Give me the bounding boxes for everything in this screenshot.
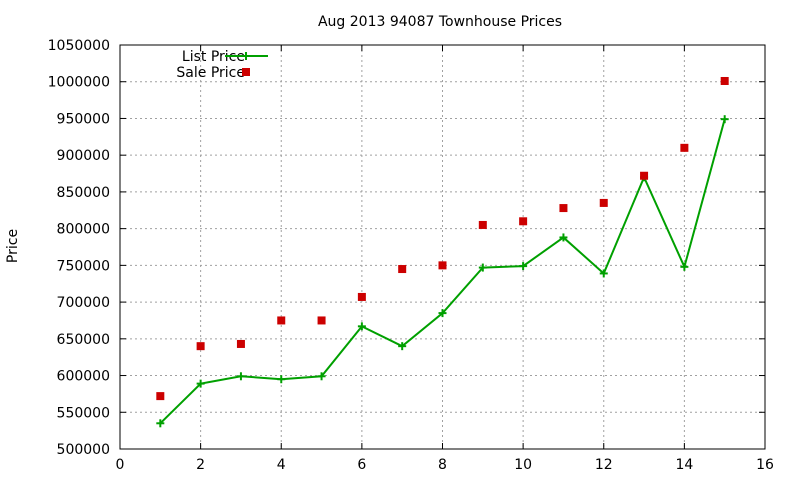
list-price-point	[599, 269, 608, 278]
chart-title: Aug 2013 94087 Townhouse Prices	[318, 14, 562, 30]
y-tick-label: 800000	[57, 222, 110, 238]
list-price-point	[559, 233, 568, 242]
sale-price-point	[438, 261, 447, 270]
list-price-point	[438, 309, 447, 318]
sale-price-point	[156, 392, 165, 401]
ticks-layer: 0 2 4 6 8 10 12 14 16 500000 550000 600000 650000 700…	[48, 38, 774, 473]
legend-label: Sale Price	[176, 65, 245, 81]
x-tick-label: 2	[196, 457, 205, 473]
sale-price-point	[317, 316, 326, 325]
y-tick-label: 700000	[57, 295, 110, 311]
y-axis-label: Price	[5, 229, 21, 263]
sale-price-point	[680, 143, 689, 152]
sale-price-point	[720, 76, 729, 85]
sale-price-point	[236, 339, 245, 348]
legend-label: List Price	[182, 49, 245, 65]
grid-layer	[120, 45, 765, 449]
x-tick-label: 0	[116, 457, 125, 473]
y-tick-label: 950000	[57, 111, 110, 127]
list-price-point	[156, 419, 165, 428]
list-price-point	[236, 372, 245, 381]
list-price-point	[720, 115, 729, 124]
x-tick-label: 4	[277, 457, 286, 473]
x-tick-label: 16	[756, 457, 774, 473]
series-sale-price	[156, 76, 729, 401]
list-price-point	[519, 262, 528, 271]
y-tick-label: 1050000	[48, 38, 110, 54]
x-tick-label: 8	[438, 457, 447, 473]
x-tick-label: 14	[675, 457, 693, 473]
y-tick-label: 550000	[57, 405, 110, 421]
list-price-point	[277, 375, 286, 384]
sale-price-point	[277, 316, 286, 325]
list-price-point	[196, 379, 205, 388]
y-tick-label: 900000	[57, 148, 110, 164]
sale-price-point	[519, 217, 528, 226]
x-tick-label: 6	[357, 457, 366, 473]
sale-price-point	[196, 342, 205, 351]
list-price-point	[478, 263, 487, 272]
sale-price-point	[357, 292, 366, 301]
sale-price-point	[559, 204, 568, 213]
y-tick-label: 850000	[57, 185, 110, 201]
sale-price-point	[640, 171, 649, 180]
y-tick-label: 750000	[57, 258, 110, 274]
list-price-point	[398, 342, 407, 351]
legend-swatch-marker	[242, 68, 250, 76]
legend-swatch-marker	[242, 52, 250, 60]
plot-frame	[119, 44, 766, 450]
list-price-point	[317, 372, 326, 381]
y-tick-label: 1000000	[48, 75, 110, 91]
x-tick-label: 12	[595, 457, 613, 473]
list-price-point	[680, 262, 689, 271]
series-layer	[156, 76, 729, 428]
sale-price-point	[599, 198, 608, 207]
y-tick-label: 600000	[57, 369, 110, 385]
y-tick-label: 650000	[57, 332, 110, 348]
list-price-point	[357, 322, 366, 331]
x-tick-label: 10	[514, 457, 532, 473]
y-tick-label: 500000	[57, 442, 110, 458]
sale-price-point	[398, 265, 407, 274]
sale-price-point	[478, 220, 487, 229]
